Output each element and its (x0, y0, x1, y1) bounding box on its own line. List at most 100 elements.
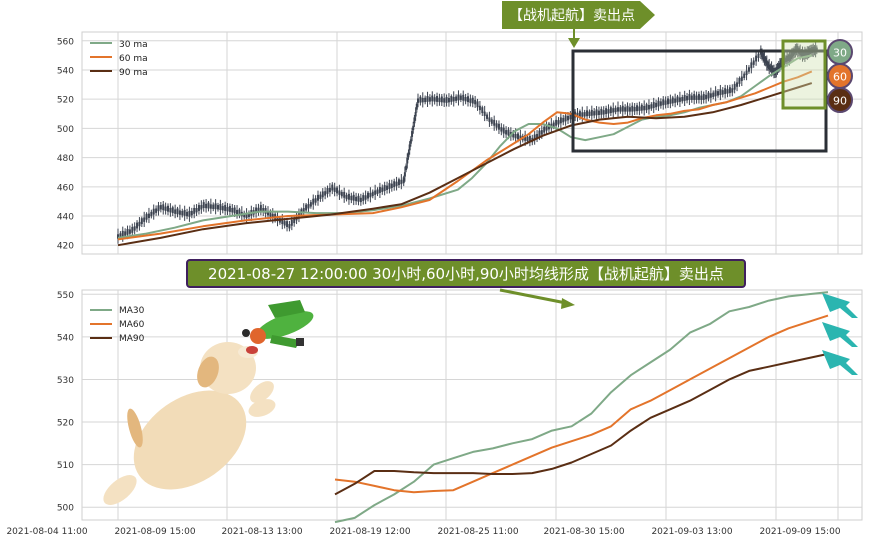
candle-body (483, 111, 486, 116)
candle-body (259, 205, 262, 211)
candle-body (795, 45, 798, 52)
candle-body (507, 129, 510, 136)
candle-body (121, 230, 124, 237)
candle-body (462, 94, 465, 101)
candle-body (626, 105, 629, 112)
candle-body (403, 172, 406, 177)
candle-body (309, 202, 312, 207)
badge-ma30: 30 (827, 39, 853, 65)
candle-body (528, 135, 531, 142)
toy-plane-illustration (250, 300, 314, 348)
candle-body (581, 112, 584, 117)
candle-body (583, 112, 586, 117)
candle-body (638, 106, 641, 111)
series-line-60-ma (117, 70, 813, 241)
candle-body (787, 56, 790, 61)
candle-body (490, 119, 493, 124)
candle-body (383, 185, 386, 191)
candle-body (659, 101, 662, 106)
candle-body (205, 203, 208, 209)
candle-body (436, 96, 439, 102)
candle-body (738, 78, 741, 84)
candle-body (412, 125, 415, 131)
candle-body (540, 130, 543, 135)
candle-body (357, 195, 360, 202)
y-tick-label: 500 (57, 125, 74, 135)
candle-body (681, 96, 684, 102)
candle-body (119, 233, 122, 238)
x-tick-label: 2021-09-03 13:00 (651, 527, 732, 537)
candle-body (763, 56, 766, 62)
y-tick-label: 440 (57, 213, 74, 223)
candle-body (690, 95, 693, 100)
legend-label-90ma: 90 ma (119, 68, 148, 78)
candle-body (669, 99, 672, 104)
candle-body (805, 51, 808, 57)
candle-body (155, 208, 158, 213)
candle-body (705, 94, 708, 100)
candle-body (228, 206, 231, 212)
candle-body (413, 117, 416, 124)
candle-body (193, 207, 196, 214)
candle-body (411, 131, 414, 137)
candle-body (803, 50, 806, 57)
series-line-90-ma (117, 82, 813, 247)
candle-body (474, 99, 477, 105)
candle-body (128, 229, 131, 234)
candle-body (631, 105, 634, 112)
candle-body (770, 65, 773, 72)
candle-body (662, 99, 665, 106)
candle-body (702, 94, 705, 100)
y-tick-label: 460 (57, 183, 74, 193)
y-tick-label: 520 (57, 96, 74, 106)
candle-body (212, 204, 215, 209)
puppy-illustration (103, 329, 276, 505)
candle-body (726, 89, 729, 94)
candle-body (233, 207, 236, 214)
candle-body (369, 192, 372, 198)
candle-body (655, 102, 658, 108)
y-tick-label: 560 (57, 37, 74, 47)
candle-body (595, 109, 598, 116)
candle-body (152, 208, 155, 215)
candle-body (117, 234, 119, 239)
candle-body (493, 119, 496, 126)
candle-body (467, 96, 469, 103)
candle-body (183, 209, 186, 216)
candle-body (552, 122, 555, 127)
candle-body (414, 112, 417, 117)
candle-body (459, 95, 462, 100)
candle-body (792, 51, 794, 57)
candle-body (505, 130, 508, 135)
candle-body (426, 96, 429, 102)
candle-body (671, 97, 674, 104)
candle-body (536, 133, 539, 139)
mid-banner-arrow (499, 288, 567, 305)
x-tick-label: 2021-08-09 15:00 (114, 527, 195, 537)
x-tick-label: 2021-08-19 12:00 (329, 527, 410, 537)
candle-body (471, 97, 474, 104)
y-tick-label: 520 (57, 419, 74, 429)
candle-body (174, 209, 177, 214)
candle-body (538, 130, 541, 137)
candle-body (131, 226, 134, 233)
candle-body (519, 135, 522, 140)
candle-body (262, 207, 265, 213)
candle-body (409, 139, 412, 144)
candle-body (614, 107, 617, 113)
legend-label-MA90: MA90 (119, 334, 145, 344)
candle-body (388, 183, 391, 190)
candle-body (802, 53, 805, 58)
candle-body (757, 53, 760, 59)
mid-banner-text: 2021-08-27 12:00:00 30小时,60小时,90小时均线形成【战… (208, 265, 724, 283)
candle-body (224, 205, 227, 211)
candle-body (271, 213, 274, 219)
candle-body (647, 105, 650, 110)
candle-body (688, 94, 691, 100)
candle-body (640, 104, 643, 111)
candle-body (801, 50, 804, 57)
candle-body (578, 111, 581, 117)
candle-body (464, 96, 467, 102)
candle-body (255, 207, 258, 214)
series-line-MA30 (334, 291, 829, 524)
